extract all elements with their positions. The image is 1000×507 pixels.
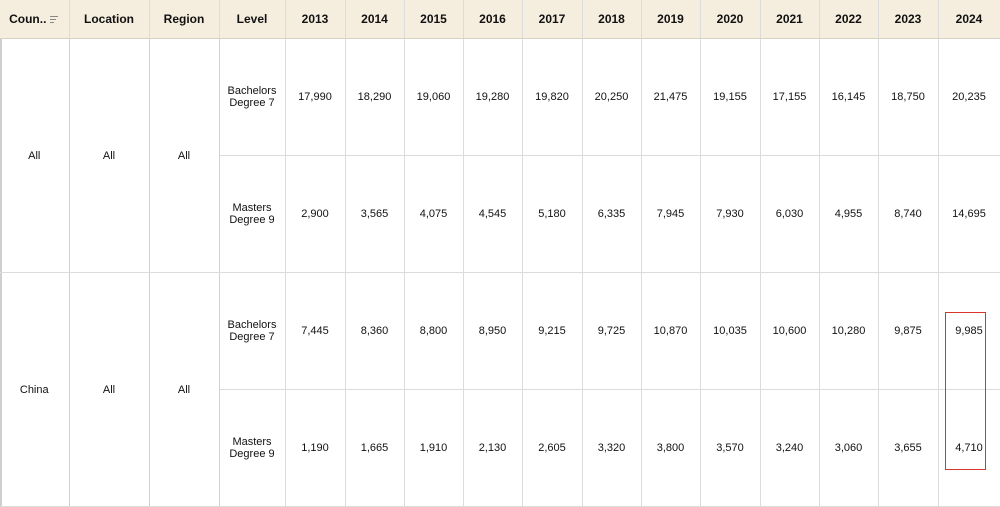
value-cell: 7,445 [285, 272, 346, 390]
value-cell: 4,545 [463, 155, 523, 273]
level-cell: Bachelors Degree 7 [219, 272, 286, 390]
value-cell: 19,155 [700, 38, 761, 156]
header-year-2014[interactable]: 2014 [345, 0, 405, 39]
value-cell: 9,215 [522, 272, 583, 390]
region-cell: All [149, 38, 220, 273]
value-cell: 19,820 [522, 38, 583, 156]
value-cell: 8,950 [463, 272, 523, 390]
value-cell: 10,600 [760, 272, 820, 390]
header-location[interactable]: Location [69, 0, 150, 39]
country-cell: All [0, 38, 70, 273]
value-cell: 20,235 [938, 38, 1000, 156]
value-cell: 9,985 [938, 272, 1000, 390]
value-cell: 2,130 [463, 389, 523, 507]
location-cell: All [69, 38, 150, 273]
header-year-2017[interactable]: 2017 [522, 0, 583, 39]
value-cell: 19,060 [404, 38, 464, 156]
value-cell: 3,565 [345, 155, 405, 273]
value-cell: 8,740 [878, 155, 939, 273]
value-cell: 6,335 [582, 155, 642, 273]
level-line-1: Masters [232, 436, 272, 448]
value-cell: 17,155 [760, 38, 820, 156]
level-line-2: Degree 9 [229, 214, 275, 226]
header-year-2018[interactable]: 2018 [582, 0, 642, 39]
table-row: China All All Bachelors Degree 7 7,445 8… [0, 272, 1000, 507]
value-cell: 5,180 [522, 155, 583, 273]
level-cell: Bachelors Degree 7 [219, 38, 286, 156]
table-row: Masters Degree 9 2,900 3,565 4,075 4,545… [0, 155, 1000, 273]
header-year-2024[interactable]: 2024 [938, 0, 1000, 39]
value-cell: 4,710 [938, 389, 1000, 507]
level-line-1: Bachelors [227, 319, 277, 331]
value-cell: 10,035 [700, 272, 761, 390]
value-cell: 20,250 [582, 38, 642, 156]
table-row: Masters Degree 9 1,190 1,665 1,910 2,130… [0, 389, 1000, 507]
value-cell: 18,750 [878, 38, 939, 156]
level-line-2: Degree 7 [229, 331, 275, 343]
value-cell: 7,930 [700, 155, 761, 273]
table-row: All All All Bachelors Degree 7 17,990 18… [0, 38, 1000, 273]
value-cell: 16,145 [819, 38, 879, 156]
header-country[interactable]: Coun.. [0, 0, 70, 39]
header-year-2023[interactable]: 2023 [878, 0, 939, 39]
country-cell: China [0, 272, 70, 507]
level-line-2: Degree 7 [229, 97, 275, 109]
value-cell: 4,955 [819, 155, 879, 273]
level-line-1: Masters [232, 202, 272, 214]
value-cell: 17,990 [285, 38, 346, 156]
value-cell: 3,800 [641, 389, 701, 507]
value-cell: 2,605 [522, 389, 583, 507]
header-year-2013[interactable]: 2013 [285, 0, 346, 39]
region-cell: All [149, 272, 220, 507]
header-year-2016[interactable]: 2016 [463, 0, 523, 39]
value-cell: 7,945 [641, 155, 701, 273]
value-cell: 9,875 [878, 272, 939, 390]
value-cell: 21,475 [641, 38, 701, 156]
value-cell: 2,900 [285, 155, 346, 273]
level-cell: Masters Degree 9 [219, 155, 286, 273]
value-cell: 3,320 [582, 389, 642, 507]
header-region[interactable]: Region [149, 0, 220, 39]
header-year-2020[interactable]: 2020 [700, 0, 761, 39]
value-cell: 1,910 [404, 389, 464, 507]
value-cell: 18,290 [345, 38, 405, 156]
value-cell: 3,570 [700, 389, 761, 507]
header-level[interactable]: Level [219, 0, 286, 39]
value-cell: 4,075 [404, 155, 464, 273]
header-country-label: Coun.. [9, 12, 47, 26]
level-line-2: Degree 9 [229, 448, 275, 460]
value-cell: 1,190 [285, 389, 346, 507]
value-cell: 3,060 [819, 389, 879, 507]
level-cell: Masters Degree 9 [219, 389, 286, 507]
sort-descending-icon[interactable] [49, 15, 59, 24]
value-cell: 10,870 [641, 272, 701, 390]
value-cell: 1,665 [345, 389, 405, 507]
header-year-2019[interactable]: 2019 [641, 0, 701, 39]
value-cell: 19,280 [463, 38, 523, 156]
value-cell: 14,695 [938, 155, 1000, 273]
value-cell: 3,655 [878, 389, 939, 507]
location-cell: All [69, 272, 150, 507]
value-cell: 6,030 [760, 155, 820, 273]
value-cell: 3,240 [760, 389, 820, 507]
header-year-2022[interactable]: 2022 [819, 0, 879, 39]
level-line-1: Bachelors [227, 85, 277, 97]
value-cell: 9,725 [582, 272, 642, 390]
value-cell: 8,360 [345, 272, 405, 390]
header-row: Coun.. Location Region Level 2013 2014 2… [0, 0, 1000, 39]
value-cell: 8,800 [404, 272, 464, 390]
header-year-2015[interactable]: 2015 [404, 0, 464, 39]
header-year-2021[interactable]: 2021 [760, 0, 820, 39]
value-cell: 10,280 [819, 272, 879, 390]
